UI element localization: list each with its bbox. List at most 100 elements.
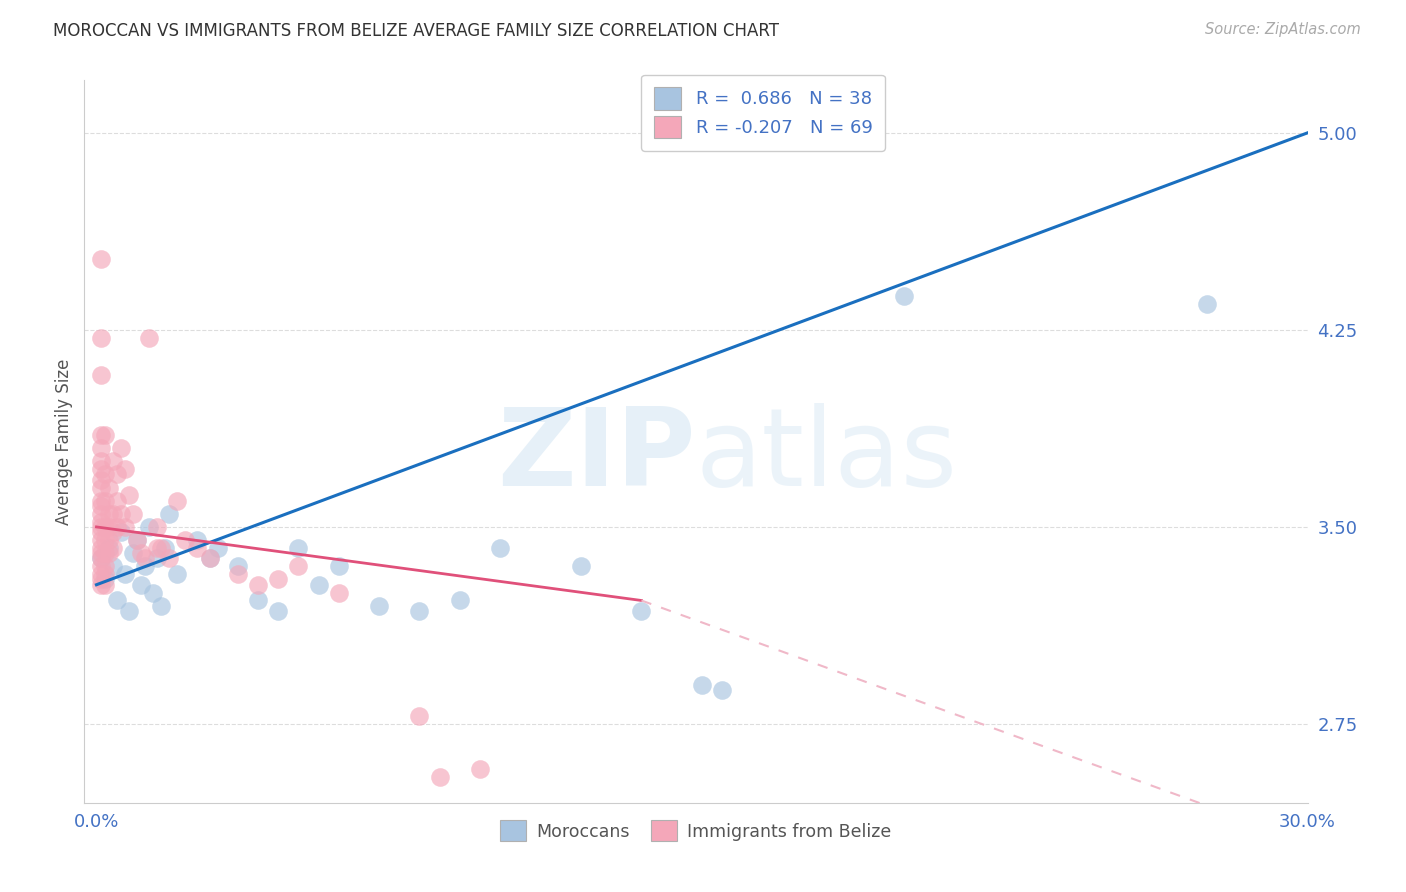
Point [134,551,156,566]
Point [198,551,221,566]
Point [198,551,221,566]
Point [89,573,111,587]
Point [246,593,269,607]
Point [468,762,491,776]
Point [89,546,111,560]
Point [89,533,111,547]
Point [328,559,350,574]
Point [226,567,249,582]
Point [97,541,120,555]
Point [129,546,152,560]
Point [89,507,111,521]
Point [246,578,269,592]
Point [93,467,115,482]
Point [89,331,111,345]
Point [226,559,249,574]
Text: MOROCCAN VS IMMIGRANTS FROM BELIZE AVERAGE FAMILY SIZE CORRELATION CHART: MOROCCAN VS IMMIGRANTS FROM BELIZE AVERA… [53,22,779,40]
Point [89,525,111,540]
Point [368,599,391,613]
Point [429,770,451,784]
Point [157,507,180,521]
Point [101,541,124,555]
Point [138,331,160,345]
Point [146,520,169,534]
Point [89,428,111,442]
Point [449,593,471,607]
Point [893,289,915,303]
Point [97,520,120,534]
Point [93,428,115,442]
Point [89,551,111,566]
Point [93,573,115,587]
Point [711,682,734,697]
Point [142,585,165,599]
Point [134,559,156,574]
Point [157,551,180,566]
Point [93,493,115,508]
Point [138,520,160,534]
Point [93,533,115,547]
Point [101,559,124,574]
Point [89,578,111,592]
Point [118,604,141,618]
Legend: Moroccans, Immigrants from Belize: Moroccans, Immigrants from Belize [494,814,898,848]
Point [690,677,713,691]
Point [146,551,169,566]
Point [105,520,128,534]
Point [146,541,169,555]
Point [97,507,120,521]
Point [89,462,111,476]
Point [166,567,188,582]
Point [114,520,136,534]
Point [125,533,148,547]
Point [287,559,309,574]
Point [1195,296,1218,310]
Point [97,546,120,560]
Point [150,541,173,555]
Text: atlas: atlas [696,403,957,509]
Point [89,493,111,508]
Point [125,533,148,547]
Text: Source: ZipAtlas.com: Source: ZipAtlas.com [1205,22,1361,37]
Point [408,604,430,618]
Point [97,481,120,495]
Point [101,507,124,521]
Point [114,462,136,476]
Point [174,533,197,547]
Point [93,546,115,560]
Point [89,515,111,529]
Point [153,541,176,555]
Point [267,573,290,587]
Point [93,578,115,592]
Point [114,567,136,582]
Point [207,541,229,555]
Point [97,533,120,547]
Point [89,559,111,574]
Point [166,493,188,508]
Point [408,709,430,723]
Point [186,533,208,547]
Point [150,599,173,613]
Point [110,507,132,521]
Point [110,441,132,455]
Point [93,520,115,534]
Point [267,604,290,618]
Point [89,454,111,468]
Point [89,499,111,513]
Point [569,559,592,574]
Point [89,368,111,382]
Point [105,467,128,482]
Point [93,559,115,574]
Point [89,541,111,555]
Point [101,525,124,540]
Point [89,551,111,566]
Point [328,585,350,599]
Point [89,441,111,455]
Point [89,520,111,534]
Point [89,481,111,495]
Point [89,473,111,487]
Point [93,567,115,582]
Y-axis label: Average Family Size: Average Family Size [55,359,73,524]
Point [89,252,111,266]
Point [287,541,309,555]
